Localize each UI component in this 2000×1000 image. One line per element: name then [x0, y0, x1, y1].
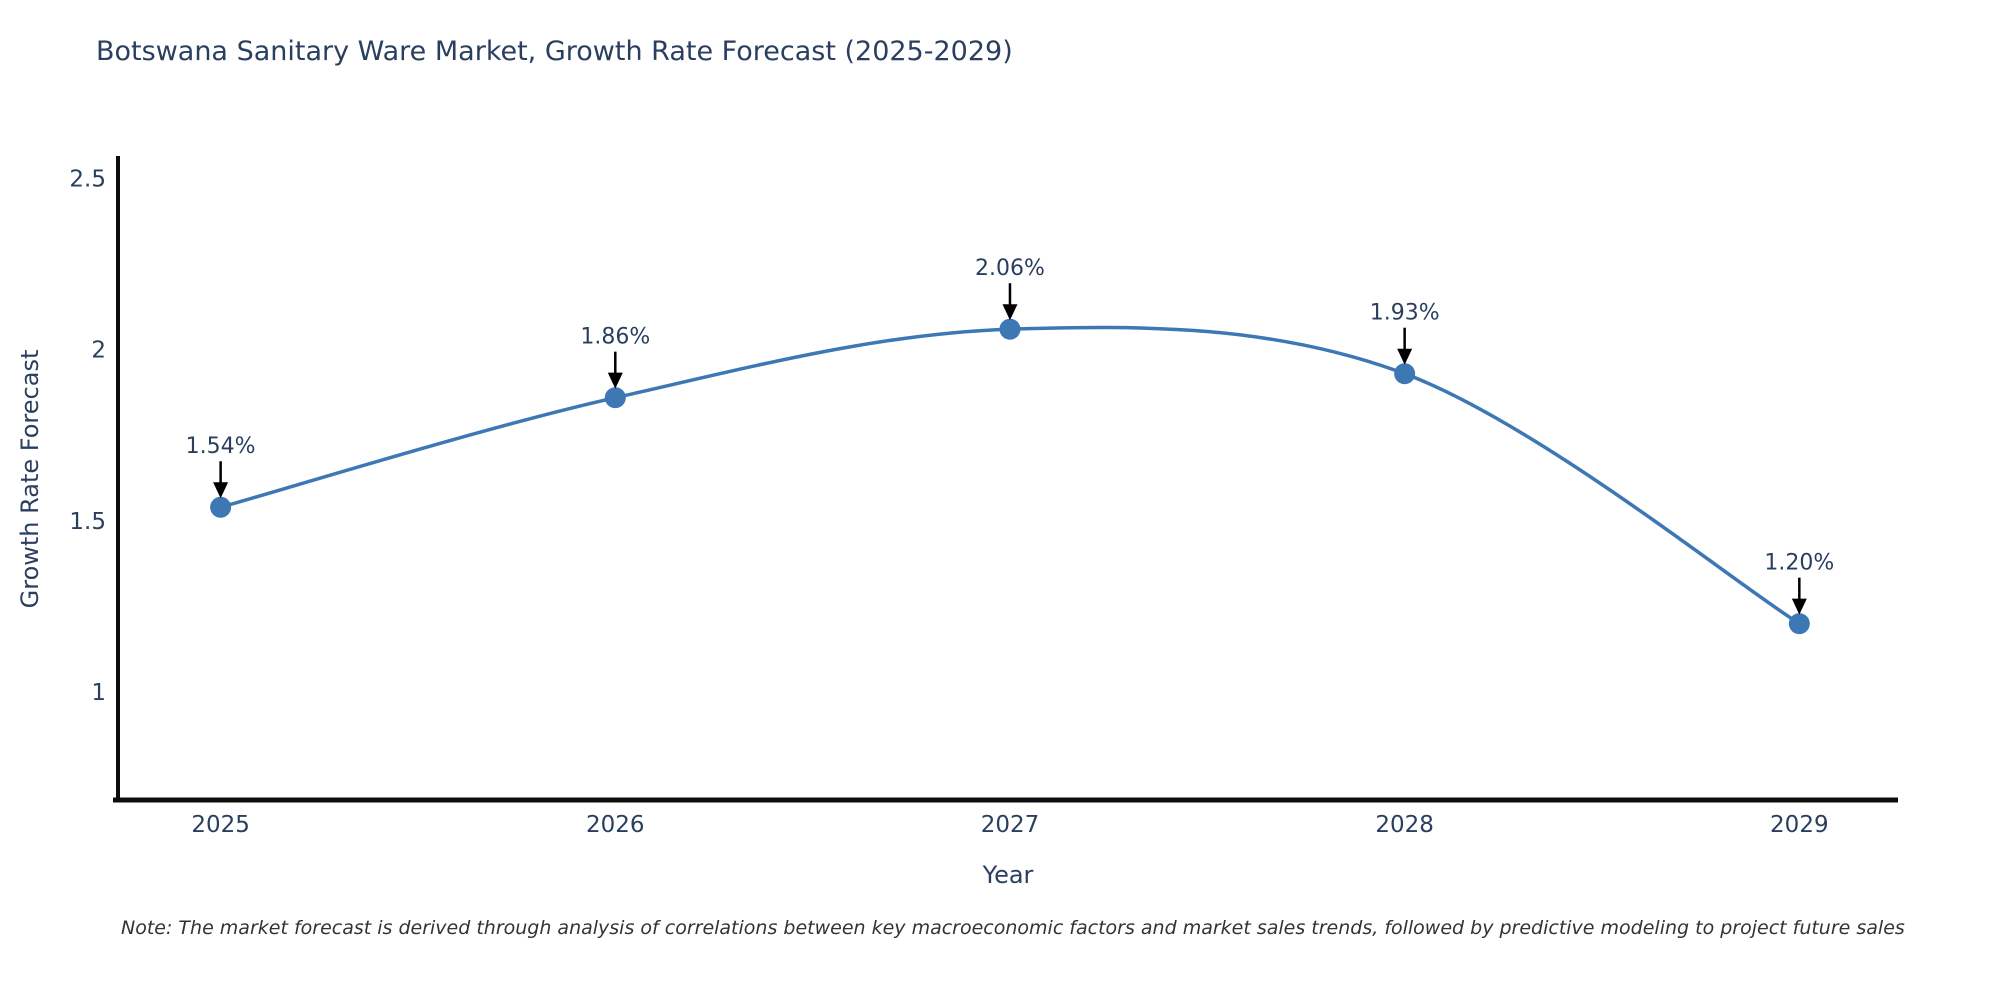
annotation-arrowhead — [213, 482, 229, 499]
y-tick-label: 1.5 — [69, 509, 106, 535]
x-tick-label: 2025 — [191, 812, 250, 838]
annotation-arrowhead — [1791, 598, 1807, 615]
data-point-label: 1.93% — [1370, 301, 1440, 326]
chart-title: Botswana Sanitary Ware Market, Growth Ra… — [96, 36, 1013, 67]
data-point-label: 2.06% — [975, 256, 1045, 281]
y-tick-label: 2 — [91, 338, 106, 364]
data-point-label: 1.20% — [1764, 551, 1834, 576]
x-axis-title: Year — [982, 861, 1034, 889]
x-tick-label: 2029 — [1770, 812, 1829, 838]
data-point — [1394, 363, 1416, 385]
y-tick-label: 2.5 — [69, 167, 106, 193]
annotation-arrowhead — [1002, 304, 1018, 321]
x-tick-label: 2026 — [586, 812, 645, 838]
data-point — [999, 318, 1021, 340]
x-tick-label: 2027 — [981, 812, 1040, 838]
footnote: Note: The market forecast is derived thr… — [121, 917, 1905, 939]
trend-line — [220, 325, 1801, 626]
data-point — [1788, 613, 1810, 635]
data-point — [604, 387, 626, 409]
data-point-label: 1.86% — [580, 325, 650, 350]
data-point — [210, 496, 232, 518]
data-point-label: 1.54% — [186, 434, 256, 459]
annotation-arrowhead — [1397, 348, 1413, 365]
y-tick-label: 1 — [91, 680, 106, 706]
y-axis-title: Growth Rate Forecast — [16, 349, 44, 609]
annotation-arrowhead — [607, 372, 623, 389]
x-tick-label: 2028 — [1375, 812, 1434, 838]
